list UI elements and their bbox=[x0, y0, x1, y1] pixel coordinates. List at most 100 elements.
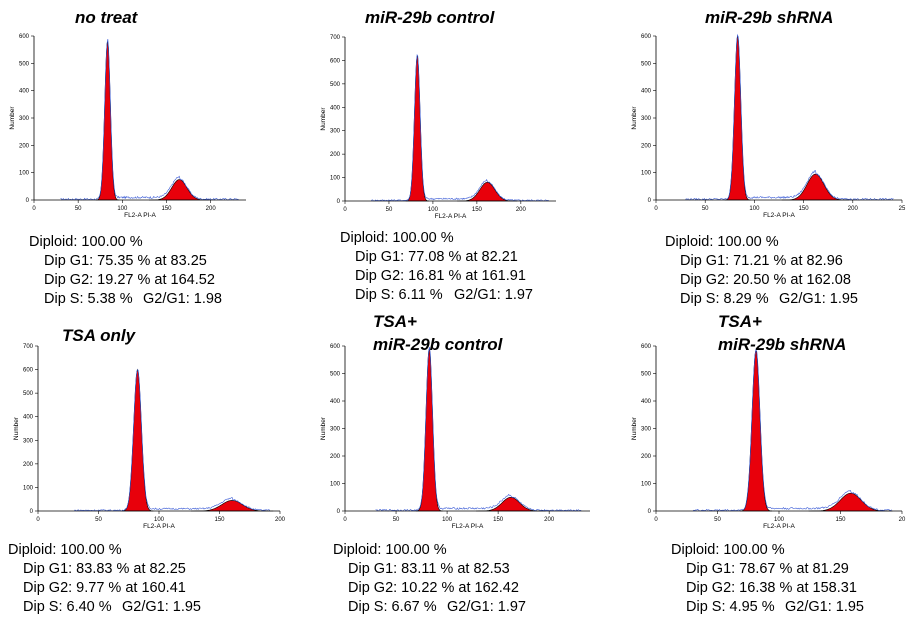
y-tick-label: 300 bbox=[641, 427, 652, 433]
stat-ratio: G2/G1: 1.98 bbox=[143, 291, 222, 307]
y-tick-label: 700 bbox=[330, 35, 341, 41]
stat-s: Dip S: 5.38 % bbox=[44, 291, 133, 307]
x-axis-label: FL2-A PI-A bbox=[763, 523, 795, 530]
y-tick-label: 0 bbox=[26, 198, 30, 204]
cell-cycle-stats: Diploid: 100.00 % Dip G1: 83.11 % at 82.5… bbox=[333, 541, 526, 617]
x-tick-label: 150 bbox=[493, 517, 504, 523]
stat-ratio: G2/G1: 1.95 bbox=[785, 599, 864, 615]
stat-g2: Dip G2: 9.77 % at 160.41 bbox=[23, 580, 186, 596]
y-tick-label: 200 bbox=[641, 143, 652, 149]
chart-title: miR-29b control bbox=[373, 335, 503, 354]
y-tick-label: 500 bbox=[23, 391, 34, 397]
cell-cycle-stats: Diploid: 100.00 % Dip G1: 78.67 % at 81.2… bbox=[671, 541, 864, 617]
peak-area bbox=[415, 348, 443, 512]
y-tick-label: 400 bbox=[330, 105, 341, 111]
stat-g2: Dip G2: 16.38 % at 158.31 bbox=[686, 580, 857, 596]
histogram-outline bbox=[371, 54, 549, 202]
x-tick-label: 25 bbox=[899, 206, 906, 212]
x-tick-label: 200 bbox=[544, 517, 555, 523]
y-tick-label: 300 bbox=[23, 438, 34, 444]
stat-s: Dip S: 6.67 % bbox=[348, 599, 437, 615]
y-tick-label: 300 bbox=[641, 116, 652, 122]
y-tick-label: 100 bbox=[330, 482, 341, 488]
y-tick-label: 600 bbox=[641, 344, 652, 350]
x-tick-label: 100 bbox=[154, 517, 165, 523]
x-tick-label: 150 bbox=[214, 517, 225, 523]
peak-area bbox=[476, 496, 546, 512]
chart-title: no treat bbox=[75, 8, 138, 27]
y-tick-label: 0 bbox=[337, 509, 341, 515]
stat-diploid: Diploid: 100.00 % bbox=[340, 230, 454, 246]
y-tick-label: 700 bbox=[23, 344, 34, 350]
x-tick-label: 100 bbox=[117, 206, 128, 212]
stat-s-row: Dip S: 6.67 % G2/G1: 1.97 bbox=[333, 598, 526, 617]
x-tick-label: 50 bbox=[393, 517, 400, 523]
stat-ratio: G2/G1: 1.95 bbox=[122, 599, 201, 615]
stat-g1: Dip G1: 71.21 % at 82.96 bbox=[680, 253, 843, 269]
x-tick-label: 150 bbox=[161, 206, 172, 212]
stat-s: Dip S: 4.95 % bbox=[686, 599, 775, 615]
y-tick-label: 0 bbox=[648, 509, 652, 515]
x-tick-label: 50 bbox=[714, 517, 721, 523]
peak-area bbox=[739, 349, 773, 512]
x-tick-label: 100 bbox=[774, 517, 785, 523]
stat-g1: Dip G1: 75.35 % at 83.25 bbox=[44, 253, 207, 269]
peak-area bbox=[405, 55, 429, 202]
stat-s-row: Dip S: 8.29 % G2/G1: 1.95 bbox=[665, 290, 858, 309]
stat-g2: Dip G2: 19.27 % at 164.52 bbox=[44, 272, 215, 288]
x-tick-label: 0 bbox=[654, 517, 658, 523]
y-tick-label: 100 bbox=[330, 176, 341, 182]
x-tick-label: 200 bbox=[206, 206, 217, 212]
y-tick-label: 300 bbox=[19, 116, 30, 122]
x-tick-label: 200 bbox=[848, 206, 859, 212]
y-tick-label: 400 bbox=[641, 89, 652, 95]
histogram-chart: 0 50 100 150 200 0 100 200 300 400 500 600 700 FL2-A … bbox=[13, 344, 286, 530]
x-axis-label: FL2-A PI-A bbox=[143, 523, 175, 530]
peak-area bbox=[724, 35, 751, 201]
stat-g1: Dip G1: 83.83 % at 82.25 bbox=[23, 561, 186, 577]
y-tick-label: 500 bbox=[19, 61, 30, 67]
y-tick-label: 0 bbox=[337, 199, 341, 205]
y-tick-label: 200 bbox=[23, 462, 34, 468]
histogram-outline bbox=[692, 348, 892, 512]
x-tick-label: 50 bbox=[386, 207, 393, 213]
chart-title: miR-29b shRNA bbox=[705, 8, 834, 27]
y-tick-label: 600 bbox=[330, 344, 341, 350]
y-tick-label: 0 bbox=[648, 198, 652, 204]
histogram-outline bbox=[375, 347, 582, 512]
y-tick-label: 100 bbox=[19, 171, 30, 177]
histogram-outline bbox=[685, 33, 894, 201]
y-tick-label: 600 bbox=[19, 34, 30, 40]
histogram-chart: 0 50 100 150 200 0 100 200 300 400 500 600 700 FL2-A … bbox=[320, 35, 556, 220]
y-tick-label: 300 bbox=[330, 427, 341, 433]
x-tick-label: 50 bbox=[75, 206, 82, 212]
stat-g1: Dip G1: 78.67 % at 81.29 bbox=[686, 561, 849, 577]
peak-area bbox=[808, 492, 893, 512]
x-tick-label: 100 bbox=[428, 207, 439, 213]
y-tick-label: 600 bbox=[641, 34, 652, 40]
peak-area bbox=[148, 179, 210, 201]
histogram-chart: 0 50 100 150 200 0 100 200 300 400 500 600 FL2-A PI-… bbox=[9, 34, 246, 219]
y-tick-label: 600 bbox=[330, 58, 341, 64]
x-axis-label: FL2-A PI-A bbox=[452, 523, 484, 530]
peak-area bbox=[457, 181, 518, 202]
x-tick-label: 50 bbox=[702, 206, 709, 212]
x-axis-label: FL2-A PI-A bbox=[763, 212, 795, 219]
stat-g1: Dip G1: 83.11 % at 82.53 bbox=[348, 561, 510, 577]
stat-g2: Dip G2: 20.50 % at 162.08 bbox=[680, 272, 851, 288]
x-tick-label: 0 bbox=[343, 207, 347, 213]
stat-diploid: Diploid: 100.00 % bbox=[671, 542, 785, 558]
y-tick-label: 400 bbox=[23, 415, 34, 421]
x-tick-label: 0 bbox=[654, 206, 658, 212]
peak-area bbox=[95, 41, 120, 201]
x-tick-label: 0 bbox=[36, 517, 40, 523]
y-tick-label: 500 bbox=[330, 372, 341, 378]
y-axis-label: Number bbox=[631, 106, 638, 130]
histogram-outline bbox=[60, 38, 239, 201]
y-axis-label: Number bbox=[13, 416, 20, 440]
x-tick-label: 100 bbox=[442, 517, 453, 523]
stat-g1: Dip G1: 77.08 % at 82.21 bbox=[355, 249, 518, 265]
y-tick-label: 200 bbox=[330, 152, 341, 158]
